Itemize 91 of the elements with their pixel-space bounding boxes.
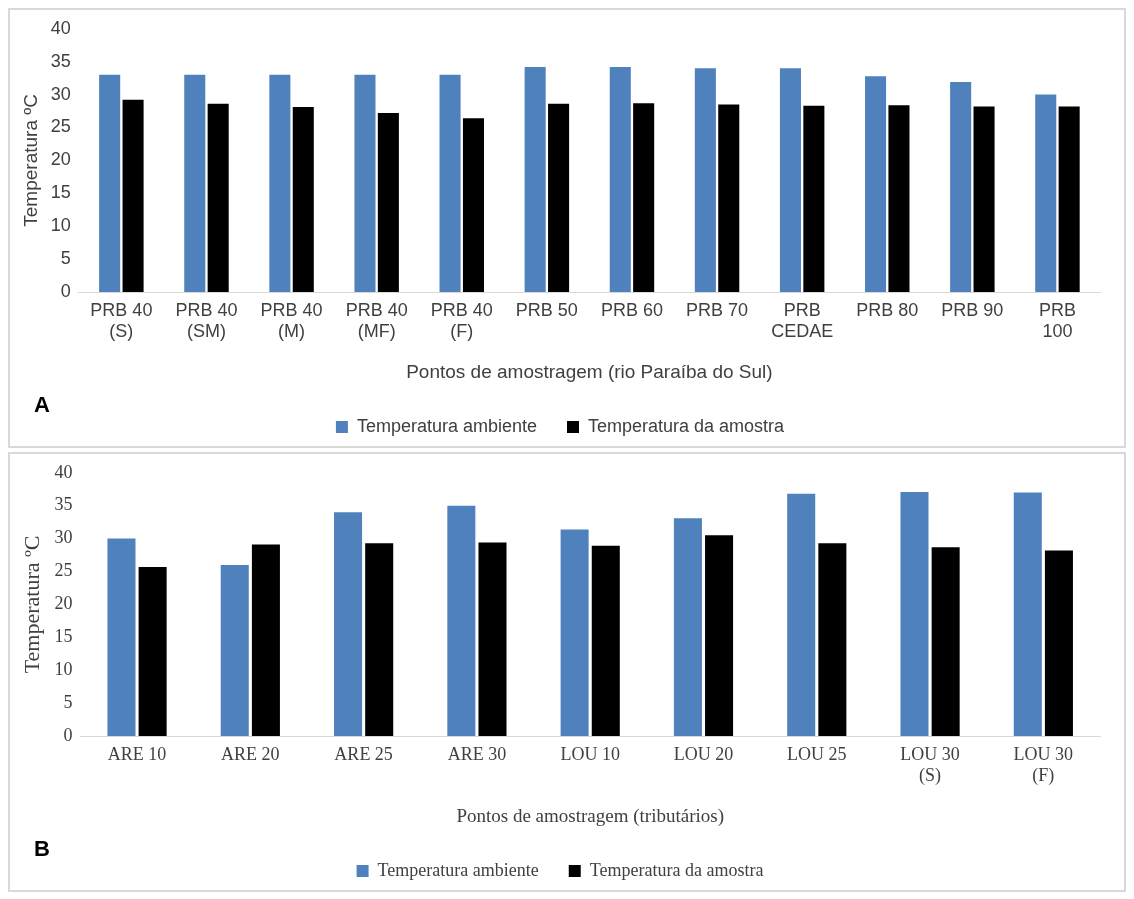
x-tick-label: PRB 40 (SM) [175,299,238,342]
y-tick-label: 35 [50,50,71,71]
bar [365,543,394,736]
y-tick-label: 20 [50,149,71,170]
y-tick-label: 10 [54,658,73,679]
bar [334,512,363,736]
y-tick-label: 15 [54,626,73,647]
y-tick-label: 5 [63,691,73,712]
text: A [34,392,50,418]
bar [673,518,702,736]
y-axis-title: Temperatura ºC [19,94,41,227]
y-tick-label: 20 [54,593,73,614]
x-tick-label: PRB 40 (S) [90,299,153,342]
bar [478,542,507,736]
bar [779,68,801,292]
x-axis-title: Pontos de amostragem (tributários) [456,804,724,827]
legend-label: Temperatura ambiente [377,859,539,880]
y-tick-label: 30 [54,527,73,548]
x-tick-label: LOU 20 [673,743,734,764]
y-tick-label: 40 [50,17,71,38]
x-tick-label: PRB 60 [600,299,663,320]
y-tick-label: 35 [54,494,73,515]
bar [107,538,136,736]
bar [865,76,887,292]
bar [122,99,144,292]
bar [251,544,280,736]
bar [818,543,847,736]
x-tick-label: PRB 70 [686,299,749,320]
bar [973,106,995,292]
bar [269,74,291,292]
bar [548,103,570,292]
x-tick-label: PRB 90 [941,299,1004,320]
legend-label: Temperatura da amostra [589,859,764,880]
y-tick-label: 25 [54,560,73,581]
bar [377,113,399,292]
y-tick-label: 40 [54,461,73,482]
x-tick-label: ARE 20 [221,743,280,764]
bar [207,103,229,292]
y-tick-label: 10 [50,215,71,236]
bar [138,566,167,736]
y-tick-label: 5 [60,248,71,269]
bar [950,82,972,292]
text: B [34,836,50,862]
bar [803,105,825,292]
x-tick-label: LOU 30 (S) [900,743,960,787]
y-tick-label: 25 [50,116,71,137]
x-tick-label: PRB 100 [1038,299,1076,342]
x-tick-label: PRB 80 [856,299,919,320]
bar [694,68,716,292]
x-tick-label: ARE 30 [447,743,507,764]
bar [447,505,476,736]
x-tick-label: ARE 10 [107,743,167,764]
x-tick-label: PRB 50 [515,299,578,320]
y-tick-label: 30 [50,83,71,104]
x-axis-title: Pontos de amostragem (rio Paraíba do Sul) [406,360,773,382]
bar [462,118,484,292]
bar [560,529,589,736]
y-axis-title: Temperatura ºC [18,535,44,674]
bar [292,107,314,292]
bar [1044,550,1073,736]
y-tick-label: 0 [63,724,73,745]
bar [609,66,631,292]
x-tick-label: PRB 40 (F) [430,299,493,342]
bar [591,545,620,736]
x-tick-label: LOU 25 [787,743,847,764]
y-tick-label: 0 [60,280,71,301]
bar [439,74,461,292]
x-tick-label: LOU 10 [560,743,620,764]
bar [705,535,734,736]
y-tick-label: 15 [50,182,71,203]
bar [718,104,740,292]
bar [184,74,206,292]
x-tick-label: PRB CEDAE [771,299,834,342]
bar [931,547,960,736]
bar [787,493,816,736]
bar [524,66,546,292]
bar [900,491,929,736]
x-tick-label: PRB 40 (MF) [345,299,408,342]
bar [1013,492,1042,736]
bar [99,74,121,292]
bar [1035,94,1057,292]
legend-label: Temperatura ambiente [356,415,538,436]
bar [633,103,655,292]
bar [1058,106,1080,292]
legend-label: Temperatura da amostra [588,415,786,436]
bar [888,105,910,292]
bar [354,74,376,292]
x-tick-label: LOU 30 (F) [1013,743,1074,787]
x-tick-label: PRB 40 (M) [260,299,323,342]
bar [220,564,249,736]
x-tick-label: ARE 25 [334,743,393,764]
